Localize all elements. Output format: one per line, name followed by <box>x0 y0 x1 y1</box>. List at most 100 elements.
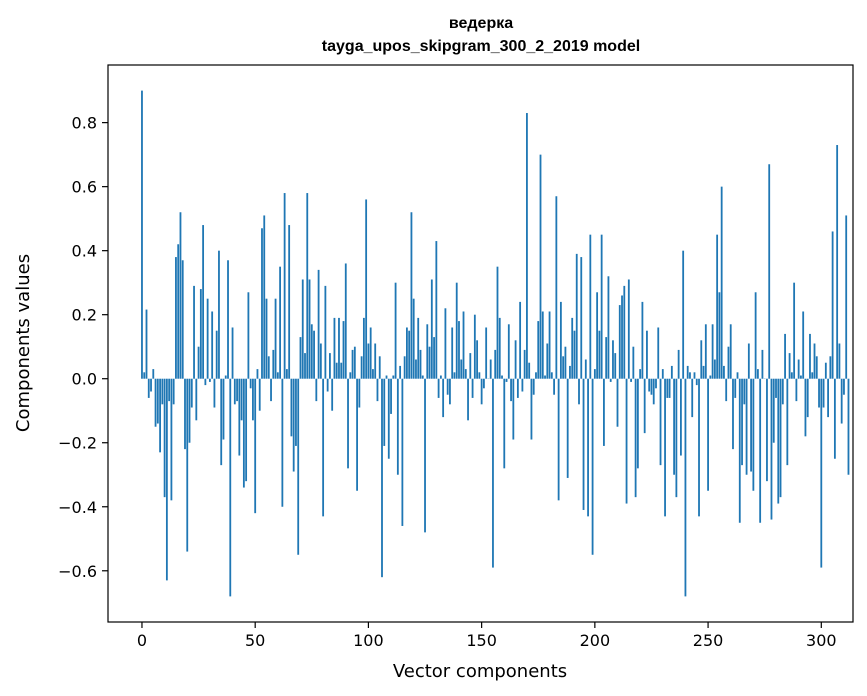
bar-146 <box>471 378 474 398</box>
bar-179 <box>546 343 549 379</box>
bar-240 <box>684 378 687 597</box>
bar-26 <box>199 289 202 379</box>
bar-271 <box>754 292 757 379</box>
bar-167 <box>519 301 522 379</box>
bar-287 <box>790 372 793 379</box>
bar-13 <box>170 378 173 501</box>
bar-277 <box>768 164 771 379</box>
bar-139 <box>455 282 458 379</box>
bar-4 <box>150 378 152 392</box>
bar-282 <box>779 378 782 498</box>
bar-129 <box>433 337 435 379</box>
bar-284 <box>784 333 786 379</box>
bar-2 <box>145 309 148 379</box>
bar-123 <box>419 349 422 379</box>
bar-92 <box>349 372 352 379</box>
bar-234 <box>670 365 673 379</box>
bar-173 <box>532 378 535 395</box>
bar-90 <box>344 263 347 379</box>
bar-33 <box>215 330 218 379</box>
y-tick-label: 0.2 <box>72 306 97 325</box>
bar-88 <box>340 362 343 379</box>
bar-47 <box>247 292 250 379</box>
bar-21 <box>188 378 191 443</box>
bar-102 <box>372 369 374 379</box>
bar-218 <box>634 378 637 498</box>
bar-224 <box>648 378 651 392</box>
bar-182 <box>553 378 555 395</box>
bar-79 <box>319 343 322 379</box>
bar-293 <box>804 378 807 437</box>
bar-106 <box>381 378 383 578</box>
bar-216 <box>630 378 632 382</box>
bar-249 <box>704 324 707 379</box>
bar-89 <box>342 321 345 379</box>
bar-57 <box>270 378 272 402</box>
bar-45 <box>242 378 245 488</box>
bar-207 <box>609 378 612 382</box>
bar-220 <box>639 369 642 379</box>
bar-297 <box>813 343 816 379</box>
bar-7 <box>156 378 159 424</box>
bar-125 <box>424 378 426 533</box>
bar-300 <box>820 378 823 568</box>
bar-192 <box>575 253 578 379</box>
bar-113 <box>396 378 399 475</box>
bar-276 <box>766 378 768 482</box>
bar-43 <box>238 378 241 456</box>
x-tick-label: 200 <box>580 631 611 650</box>
bar-253 <box>713 359 716 379</box>
bar-141 <box>460 359 463 379</box>
bar-272 <box>756 369 759 379</box>
bar-231 <box>664 378 666 517</box>
bar-212 <box>621 295 623 379</box>
bar-118 <box>408 330 411 379</box>
bar-195 <box>582 378 585 510</box>
bar-169 <box>523 349 526 379</box>
bar-37 <box>224 375 227 379</box>
bar-28 <box>204 378 207 386</box>
bar-76 <box>313 330 315 379</box>
bar-161 <box>505 378 508 382</box>
bar-0 <box>141 90 143 379</box>
bar-84 <box>331 378 334 411</box>
bar-232 <box>666 378 669 398</box>
bar-184 <box>557 378 560 501</box>
bar-186 <box>562 356 565 379</box>
bar-185 <box>559 301 562 379</box>
bar-52 <box>258 378 261 411</box>
bar-162 <box>507 324 510 379</box>
bar-210 <box>616 378 619 427</box>
bar-36 <box>222 378 225 440</box>
bar-306 <box>833 378 836 459</box>
bar-131 <box>437 378 440 398</box>
chart-title-model: tayga_upos_skipgram_300_2_2019 model <box>322 38 640 55</box>
x-tick-label: 250 <box>693 631 724 650</box>
bar-59 <box>274 298 277 379</box>
bar-191 <box>573 330 576 379</box>
bar-73 <box>306 193 309 379</box>
bar-160 <box>503 378 506 469</box>
x-tick-label: 150 <box>466 631 497 650</box>
bar-62 <box>281 378 284 507</box>
bar-130 <box>435 241 438 379</box>
bar-266 <box>743 378 746 405</box>
y-tick-label: −0.2 <box>58 434 97 453</box>
bar-292 <box>802 311 805 379</box>
bar-58 <box>272 349 275 379</box>
bar-181 <box>550 372 553 379</box>
bar-290 <box>797 359 800 379</box>
bar-96 <box>358 378 361 408</box>
bar-225 <box>650 378 653 395</box>
bar-124 <box>421 375 424 379</box>
bar-9 <box>161 378 164 405</box>
bar-298 <box>815 356 818 379</box>
bar-261 <box>732 378 734 450</box>
bar-235 <box>673 378 676 475</box>
bar-136 <box>449 378 451 405</box>
bar-35 <box>220 378 223 466</box>
bar-1 <box>143 372 146 379</box>
bar-286 <box>788 353 791 379</box>
bar-190 <box>571 317 574 379</box>
